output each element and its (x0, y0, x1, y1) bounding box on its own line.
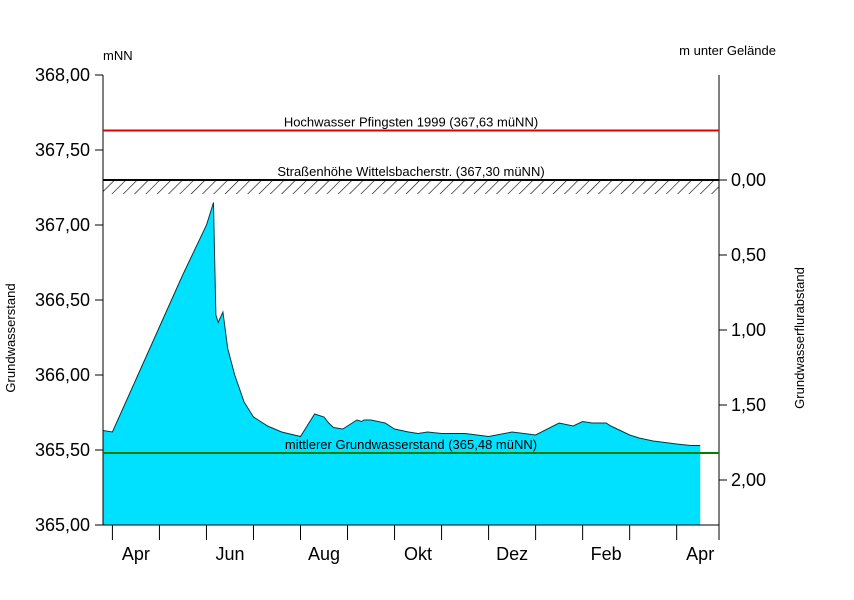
left-unit-label: mNN (103, 48, 133, 63)
month-label: Aug (308, 544, 340, 564)
left-tick-label: 366,50 (35, 290, 90, 310)
month-label: Jun (215, 544, 244, 564)
month-label: Dez (496, 544, 528, 564)
left-tick-label: 368,00 (35, 65, 90, 85)
reference-line-label: Straßenhöhe Wittelsbacherstr. (367,30 mü… (277, 164, 544, 179)
reference-lines: Hochwasser Pfingsten 1999 (367,63 müNN) S… (103, 115, 719, 454)
right-tick-label: 0,00 (731, 170, 766, 190)
reference-line-label: mittlerer Grundwasserstand (365,48 müNN) (285, 437, 537, 452)
month-label: Feb (591, 544, 622, 564)
right-tick-label: 0,50 (731, 245, 766, 265)
right-unit-label: m unter Gelände (679, 43, 776, 58)
reference-line-label: Hochwasser Pfingsten 1999 (367,63 müNN) (284, 115, 538, 130)
month-label: Apr (122, 544, 150, 564)
left-tick-label: 367,50 (35, 140, 90, 160)
groundwater-line (102, 202, 701, 446)
left-tick-label: 365,50 (35, 440, 90, 460)
right-ticks: 0,00 0,50 1,00 1,50 2,00 (719, 170, 766, 490)
left-tick-label: 366,00 (35, 365, 90, 385)
groundwater-area (103, 202, 701, 525)
left-tick-label: 365,00 (35, 515, 90, 535)
right-tick-label: 1,00 (731, 320, 766, 340)
right-tick-label: 2,00 (731, 470, 766, 490)
right-tick-label: 1,50 (731, 395, 766, 415)
month-label: Okt (404, 544, 432, 564)
left-ticks: 365,00 365,50 366,00 366,50 367,00 367,50 368,… (35, 65, 103, 535)
ground-hatch (103, 180, 719, 194)
left-tick-label: 367,00 (35, 215, 90, 235)
left-axis-title: Grundwasserstand (3, 283, 18, 392)
right-axis-title: Grundwasserflurabstand (792, 267, 807, 409)
month-label: Apr (686, 544, 714, 564)
bottom-ticks: Apr Jun Aug Okt Dez Feb Apr (111, 525, 714, 564)
